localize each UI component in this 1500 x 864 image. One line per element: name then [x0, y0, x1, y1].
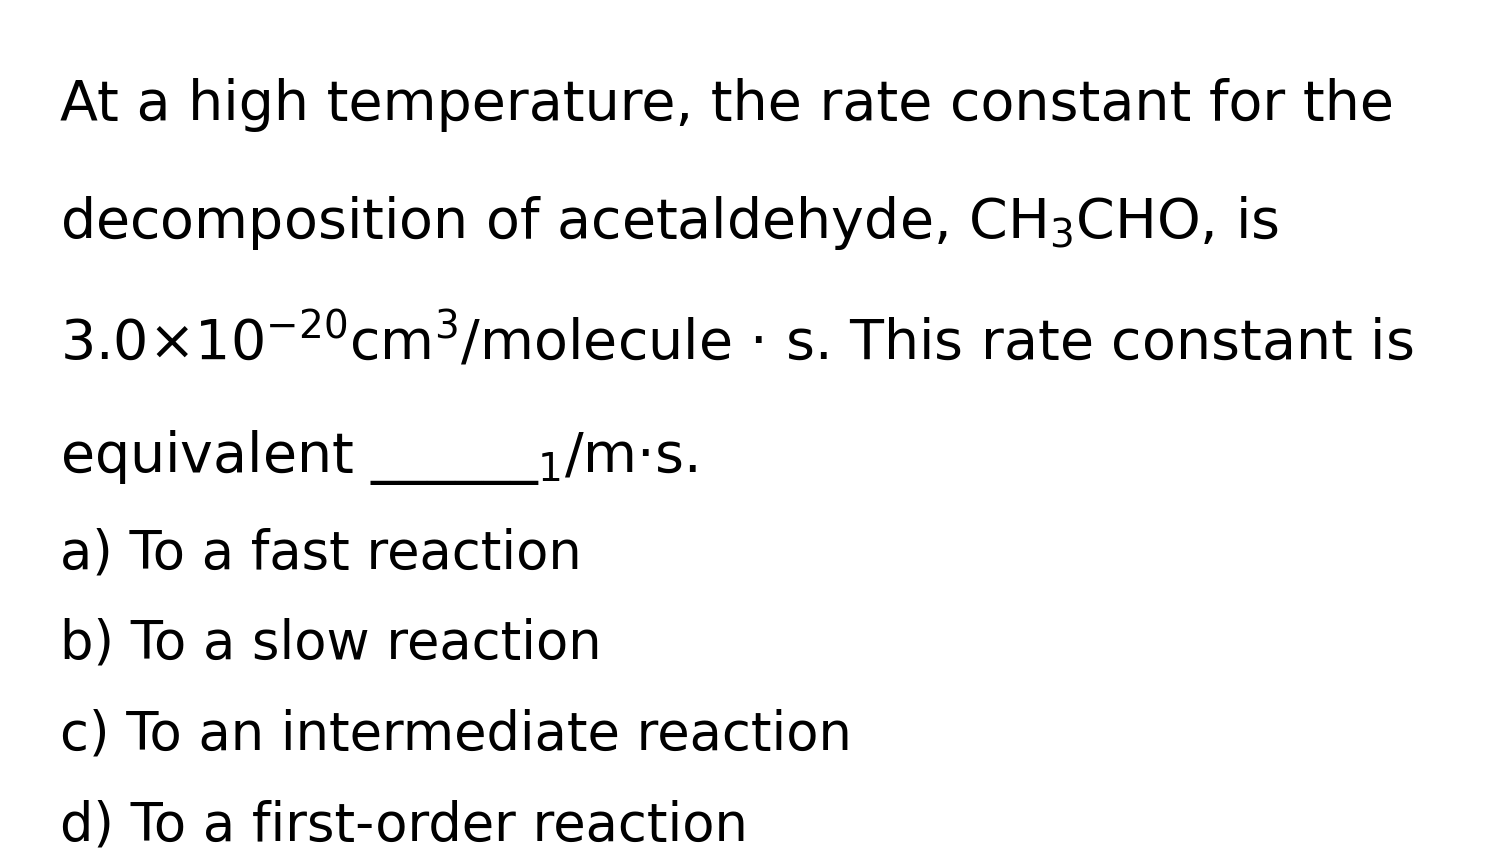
Text: d) To a first-order reaction: d) To a first-order reaction: [60, 799, 748, 851]
Text: c) To an intermediate reaction: c) To an intermediate reaction: [60, 708, 852, 760]
Text: a) To a fast reaction: a) To a fast reaction: [60, 527, 582, 579]
Text: decomposition of acetaldehyde, CH$_3$CHO, is: decomposition of acetaldehyde, CH$_3$CHO…: [60, 194, 1280, 252]
Text: b) To a slow reaction: b) To a slow reaction: [60, 618, 602, 670]
Text: 3.0$\times$10$^{-20}$cm$^3$/molecule $\cdot$ s. This rate constant is: 3.0$\times$10$^{-20}$cm$^3$/molecule $\c…: [60, 311, 1413, 372]
Text: At a high temperature, the rate constant for the: At a high temperature, the rate constant…: [60, 78, 1394, 132]
Text: equivalent ______$_1$/m$\cdot$s.: equivalent ______$_1$/m$\cdot$s.: [60, 428, 698, 486]
